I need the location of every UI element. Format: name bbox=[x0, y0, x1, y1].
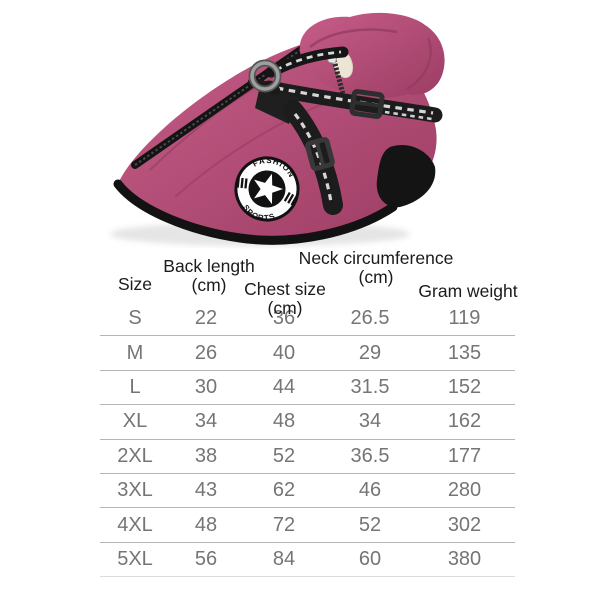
cell-back-length: 30 bbox=[194, 375, 218, 398]
cell-gram-weight: 135 bbox=[447, 341, 482, 364]
cell-neck-circumference: 46 bbox=[358, 479, 382, 502]
girth-buckle bbox=[305, 137, 335, 171]
cell-back-length: 48 bbox=[194, 513, 218, 536]
table-row-s: S 22 36 26.5 119 bbox=[100, 302, 515, 337]
cell-chest-size: 52 bbox=[272, 444, 296, 467]
col-header-gram-weight: Gram weight bbox=[418, 282, 517, 301]
cell-chest-size: 44 bbox=[272, 375, 296, 398]
bottom-trim bbox=[113, 179, 398, 245]
cell-size: M bbox=[126, 341, 144, 364]
cell-gram-weight: 177 bbox=[447, 444, 482, 467]
cell-chest-size: 72 bbox=[272, 513, 296, 536]
cell-back-length: 26 bbox=[194, 341, 218, 364]
cell-neck-circumference: 29 bbox=[358, 341, 382, 364]
table-row-5xl: 5XL 56 84 60 380 bbox=[100, 543, 515, 578]
col-header-back-length: Back length (cm) bbox=[163, 257, 254, 294]
col-header-size: Size bbox=[118, 275, 152, 294]
col-header-size-label: Size bbox=[117, 274, 153, 294]
cell-neck-circumference: 52 bbox=[358, 513, 382, 536]
cell-chest-size: 40 bbox=[272, 341, 296, 364]
table-row-2xl: 2XL 38 52 36.5 177 bbox=[100, 440, 515, 474]
cell-neck-circumference: 60 bbox=[358, 547, 382, 570]
cell-chest-size: 48 bbox=[272, 410, 296, 433]
cell-back-length: 22 bbox=[194, 307, 218, 330]
cell-size: 5XL bbox=[117, 547, 153, 570]
cell-size: 2XL bbox=[117, 444, 153, 467]
harness bbox=[248, 46, 443, 215]
cell-back-length: 38 bbox=[194, 444, 218, 467]
badge-right-marks bbox=[283, 191, 298, 206]
product-image: FASHION SPORTS bbox=[55, 2, 455, 252]
cell-back-length: 56 bbox=[194, 547, 218, 570]
badge-left-marks bbox=[236, 177, 248, 189]
cell-neck-circumference: 36.5 bbox=[350, 444, 390, 467]
size-table: S 22 36 26.5 119 M 26 40 29 135 L 30 44 … bbox=[100, 302, 515, 578]
cell-neck-circumference: 26.5 bbox=[350, 307, 390, 330]
table-row-m: M 26 40 29 135 bbox=[100, 336, 515, 371]
leg-cuff bbox=[376, 144, 436, 208]
col-header-back-unit: (cm) bbox=[191, 274, 227, 295]
col-header-gram-label: Gram weight bbox=[418, 281, 518, 301]
cell-size: L bbox=[129, 375, 141, 398]
table-row-xl: XL 34 48 34 162 bbox=[100, 405, 515, 440]
cell-gram-weight: 162 bbox=[447, 410, 482, 433]
cell-back-length: 43 bbox=[194, 479, 218, 502]
cell-gram-weight: 152 bbox=[447, 375, 482, 398]
table-row-l: L 30 44 31.5 152 bbox=[100, 371, 515, 406]
col-header-chest-size: Chest size (cm) bbox=[244, 280, 326, 317]
col-header-neck-unit: (cm) bbox=[358, 266, 394, 287]
cell-gram-weight: 280 bbox=[447, 479, 482, 502]
cell-neck-circumference: 31.5 bbox=[350, 375, 390, 398]
cell-size: 4XL bbox=[117, 513, 153, 536]
cell-gram-weight: 302 bbox=[447, 513, 482, 536]
col-header-back-label: Back length bbox=[163, 256, 255, 276]
col-header-neck-circumference: Neck circumference (cm) bbox=[299, 249, 454, 286]
cell-neck-circumference: 34 bbox=[358, 410, 382, 433]
cell-chest-size: 84 bbox=[272, 547, 296, 570]
star-icon bbox=[254, 173, 283, 205]
dog-jacket-illustration: FASHION SPORTS bbox=[110, 12, 445, 246]
cell-size: 3XL bbox=[117, 479, 153, 502]
chest-buckle bbox=[349, 89, 385, 119]
col-header-chest-label: Chest size bbox=[244, 279, 326, 299]
cell-chest-size: 62 bbox=[272, 479, 296, 502]
cell-size: S bbox=[128, 307, 142, 330]
cell-back-length: 34 bbox=[194, 410, 218, 433]
d-ring-highlight bbox=[250, 61, 280, 91]
cell-gram-weight: 380 bbox=[447, 547, 482, 570]
col-header-neck-label: Neck circumference bbox=[298, 248, 454, 268]
cell-gram-weight: 119 bbox=[448, 307, 481, 330]
table-row-3xl: 3XL 43 62 46 280 bbox=[100, 474, 515, 509]
cell-chest-size: 36 bbox=[272, 307, 296, 330]
table-row-4xl: 4XL 48 72 52 302 bbox=[100, 508, 515, 543]
cell-size: XL bbox=[122, 410, 148, 433]
col-header-chest-unit: (cm) bbox=[267, 297, 303, 318]
